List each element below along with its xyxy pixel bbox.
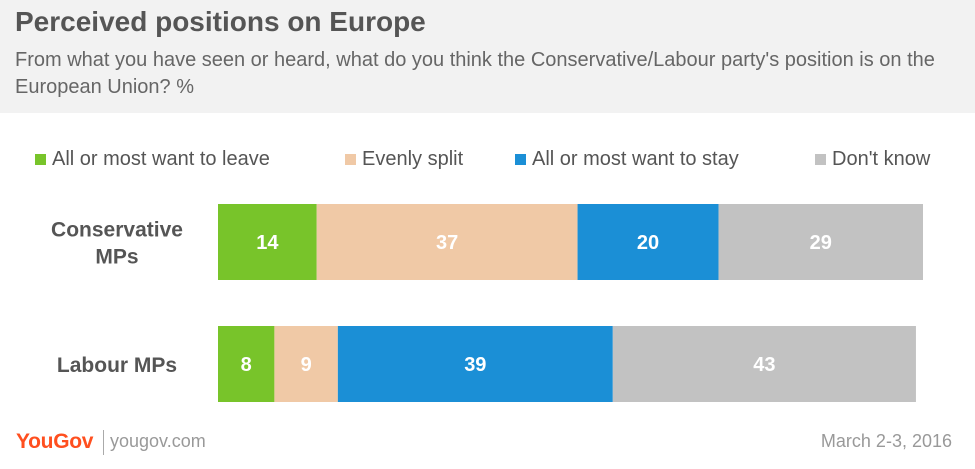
bar-segment bbox=[218, 326, 275, 402]
chart-legend: All or most want to leave Evenly split A… bbox=[0, 144, 975, 174]
legend-item-split: Evenly split bbox=[345, 144, 463, 174]
legend-item-leave: All or most want to leave bbox=[35, 144, 270, 174]
legend-label-split: Evenly split bbox=[362, 147, 464, 170]
bar-value-label: 39 bbox=[464, 354, 486, 376]
legend-swatch-dont-know bbox=[815, 153, 826, 165]
bar-segment bbox=[337, 326, 613, 402]
bar-segment bbox=[218, 204, 317, 280]
legend-item-dont-know: Don't know bbox=[815, 144, 930, 174]
yougov-logo: YouGov bbox=[16, 430, 94, 453]
legend-swatch-leave bbox=[35, 153, 46, 165]
chart-subtitle: From what you have seen or heard, what d… bbox=[15, 49, 935, 98]
bar-value-label: 29 bbox=[810, 232, 832, 254]
header-band: Perceived positions on Europe From what … bbox=[0, 0, 975, 113]
legend-swatch-split bbox=[345, 153, 356, 165]
legend-label-stay: All or most want to stay bbox=[532, 147, 739, 170]
bar-segment bbox=[274, 326, 338, 402]
footer-url: yougov.com bbox=[110, 431, 206, 451]
bar-value-label: 37 bbox=[436, 232, 458, 254]
category-label: Conservative MPs bbox=[51, 219, 183, 269]
bar-segment bbox=[316, 204, 578, 280]
bar-value-label: 14 bbox=[256, 232, 279, 254]
legend-swatch-stay bbox=[515, 153, 526, 165]
legend-label-leave: All or most want to leave bbox=[52, 147, 270, 170]
bar-value-label: 20 bbox=[637, 232, 659, 254]
bar-value-label: 43 bbox=[753, 354, 775, 376]
footer-date: March 2-3, 2016 bbox=[820, 431, 952, 451]
legend-item-stay: All or most want to stay bbox=[515, 144, 739, 174]
bar-segment bbox=[612, 326, 916, 402]
bar-value-label: 8 bbox=[241, 354, 252, 376]
category-label: Labour MPs bbox=[57, 354, 177, 377]
chart-title: Perceived positions on Europe bbox=[15, 6, 426, 37]
bar-segment bbox=[577, 204, 719, 280]
legend-label-dont-know: Don't know bbox=[832, 147, 931, 170]
stacked-bar-chart: Conservative MPs 14 37 20 29 Labour MPs 8 9 39 43 bbox=[51, 204, 923, 402]
footer-divider bbox=[103, 430, 104, 455]
bar-value-label: 9 bbox=[301, 354, 312, 376]
bar-segment bbox=[718, 204, 923, 280]
